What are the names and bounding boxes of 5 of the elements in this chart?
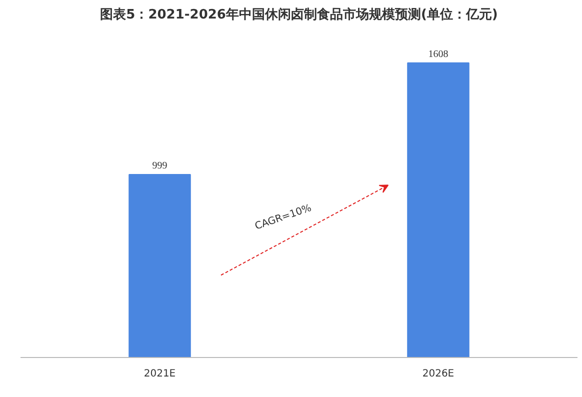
data-label: 999 (152, 160, 168, 172)
chart-title: 图表5：2021-2026年中国休闲卤制食品市场规模预测(单位：亿元) (100, 6, 498, 22)
x-tick-label: 2026E (422, 368, 454, 380)
x-tick-label: 2021E (144, 368, 176, 380)
data-label: 1608 (428, 48, 448, 60)
